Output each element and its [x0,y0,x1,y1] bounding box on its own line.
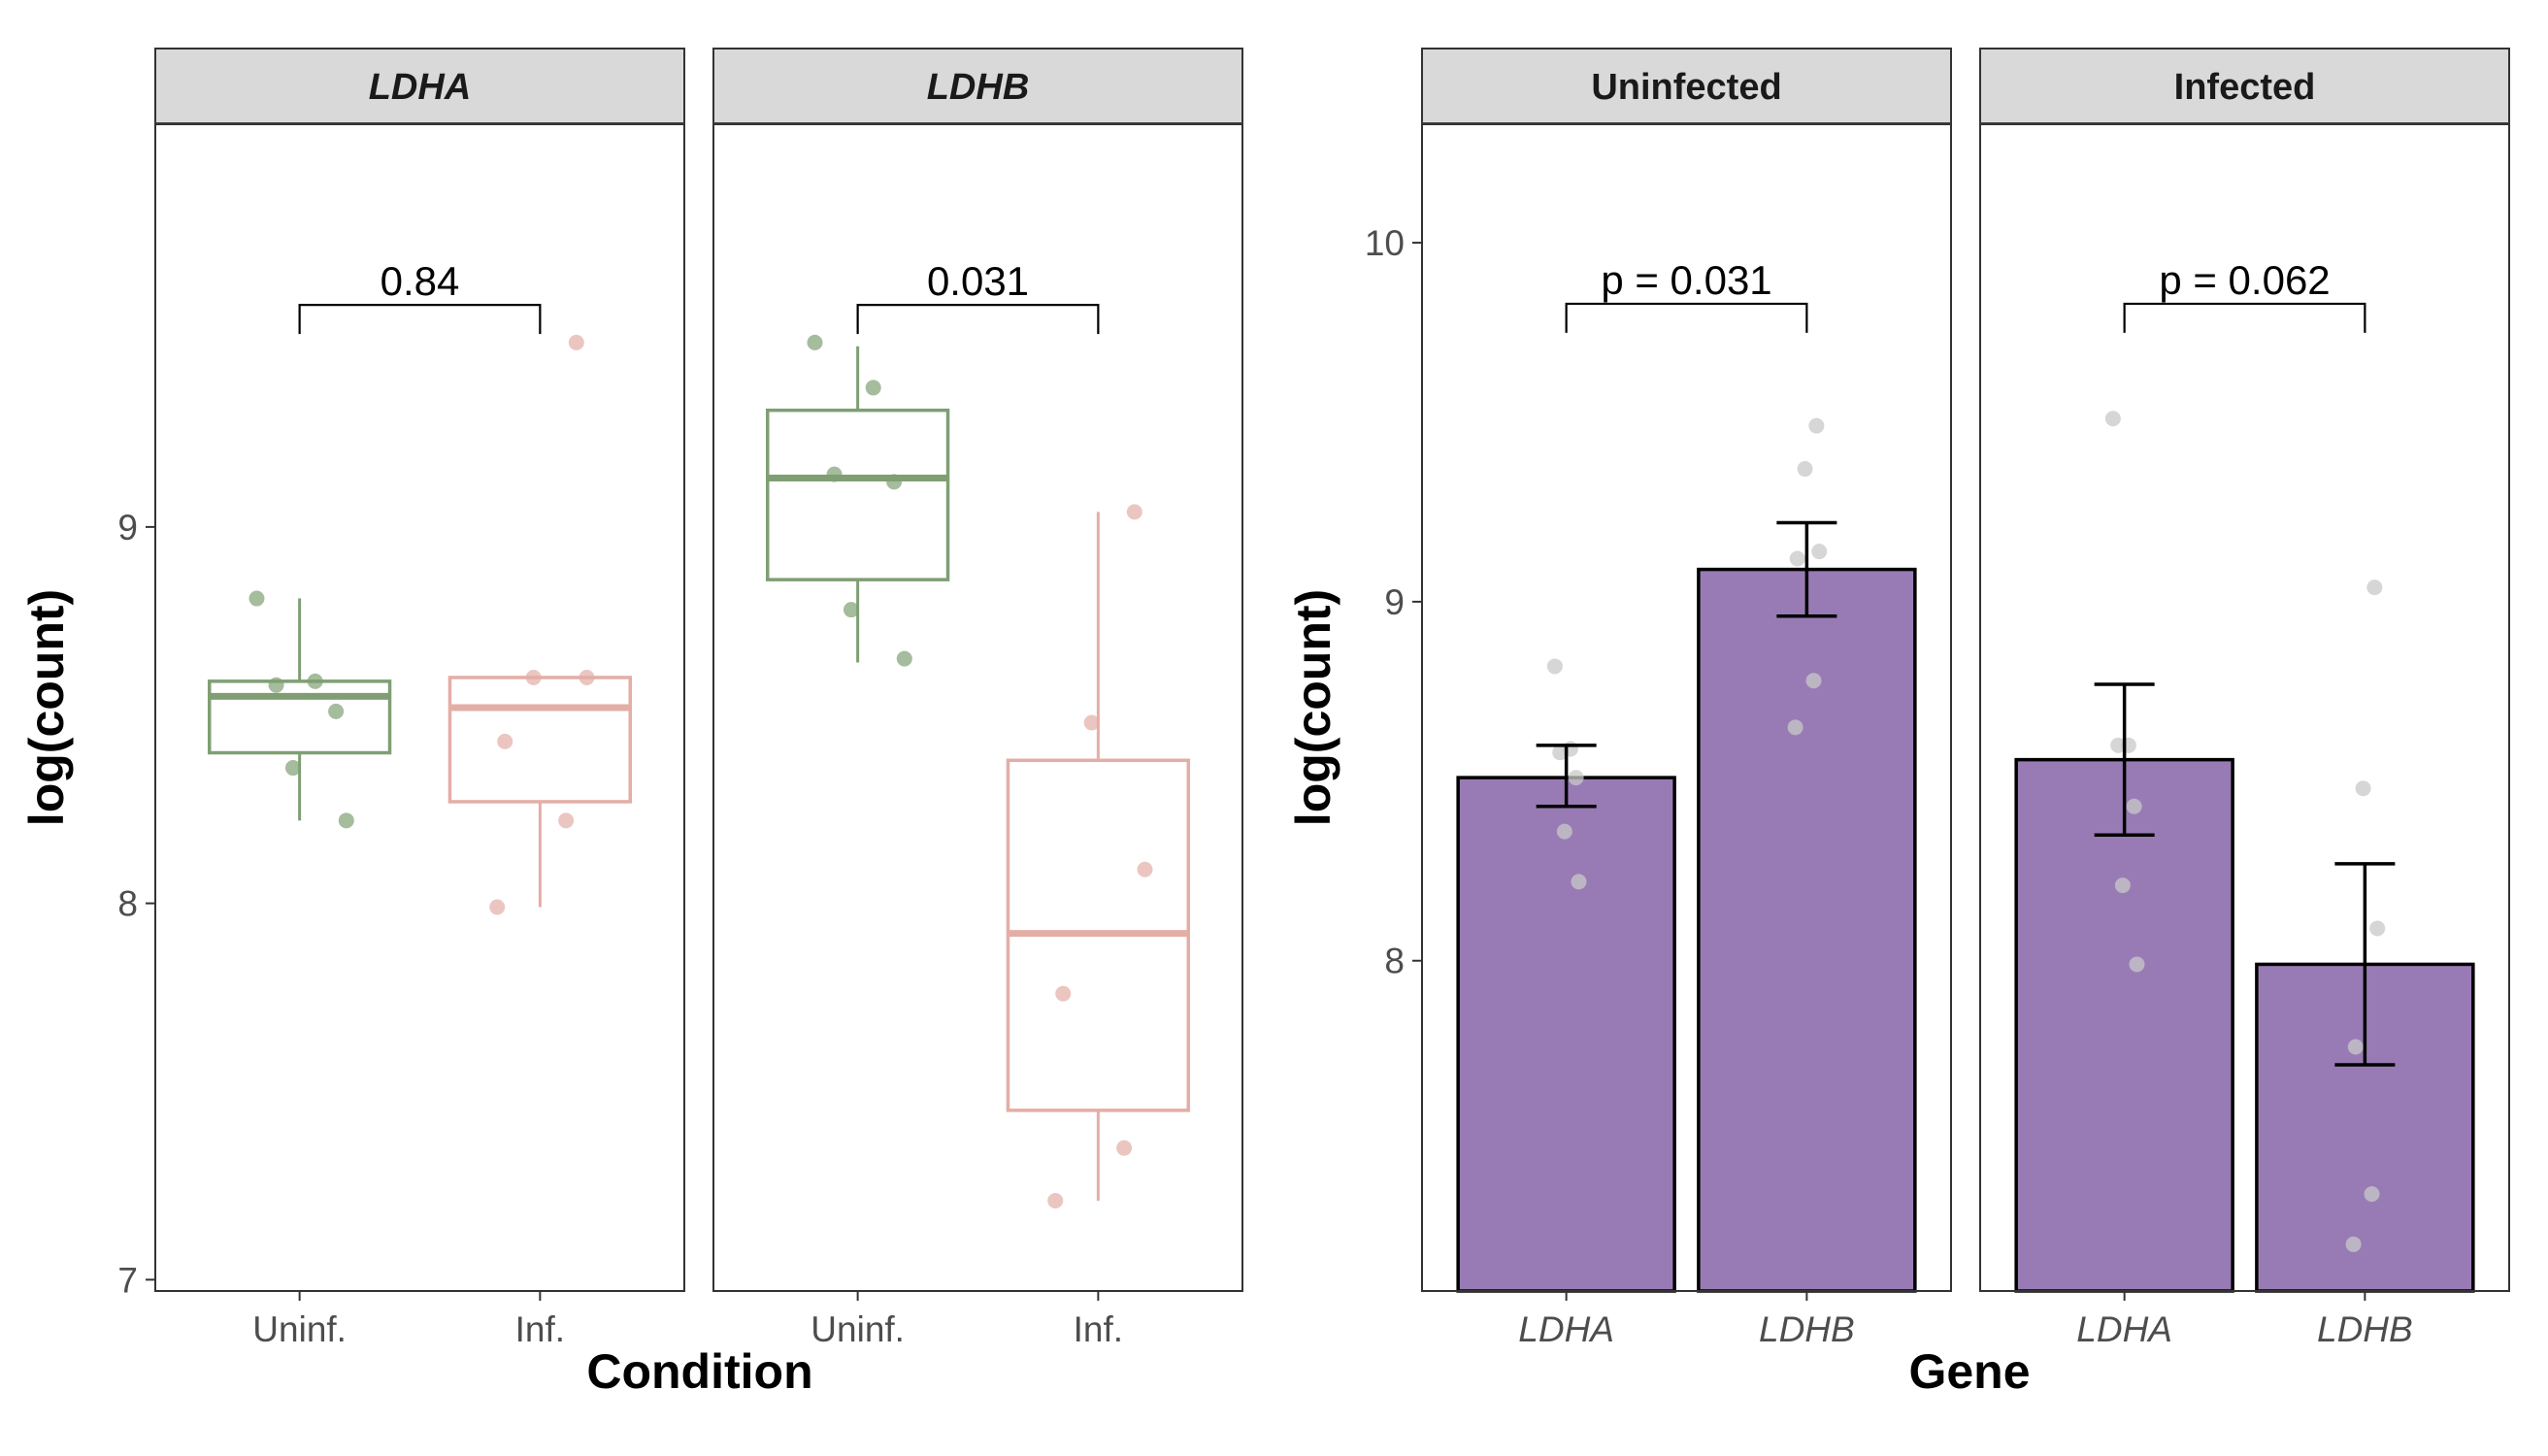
panel-1: Uninfected p = 0.031 LDHA LDHB [1421,48,1952,1349]
data-point [1797,461,1813,478]
data-point [2114,877,2131,894]
data-point [2129,956,2145,973]
chart-1: 7 8 9 log(count) Condition LDHA 0.84 Uninf. Inf.… [19,48,1243,1399]
strip-background [712,48,1243,125]
data-point [2369,920,2386,937]
data-point [2126,798,2142,814]
data-point [807,334,823,350]
panel-2: LDHB 0.031 Uninf. Inf. [712,48,1243,1349]
data-point [579,669,595,685]
y-axis-title: log(count) [1286,589,1340,826]
chart-2: 8 9 10 log(count) Gene Uninfected p = 0.031 LDH… [1286,48,2510,1399]
data-point [2355,780,2371,797]
data-point [1571,874,1587,890]
data-point [865,380,881,396]
data-point [1546,658,1563,675]
panel-border [1421,123,1952,1292]
bar [2014,757,2234,1293]
y-tick-label: 7 [117,1260,138,1300]
significance-label: p = 0.062 [2159,257,2330,303]
data-point [497,733,513,749]
data-point [2345,1236,2362,1252]
strip-label: LDHB [927,67,1030,108]
panel-border [154,123,685,1292]
data-point [1811,544,1828,560]
significance-bracket [1565,302,1808,333]
data-point [2347,1039,2364,1055]
strip-label: LDHA [369,67,472,108]
strip-background [154,48,685,125]
data-point [307,673,323,689]
data-point [1808,417,1825,434]
bar [1697,567,1917,1293]
data-point [886,474,903,490]
data-point [489,899,506,915]
data-point [284,760,301,777]
x-tick-label: LDHA [2076,1309,2172,1349]
y-axis-title: log(count) [19,589,74,826]
data-point [1552,745,1569,761]
data-point [1137,861,1153,877]
significance-label: p = 0.031 [1601,257,1771,303]
box-iqr [447,676,633,804]
data-point [2364,1186,2380,1203]
significance-bracket [298,304,542,335]
data-point [1083,714,1100,731]
data-point [338,812,354,829]
x-tick-label: Uninf. [252,1309,347,1349]
data-point [826,466,843,482]
box-iqr [765,408,950,581]
x-tick-label: Inf. [515,1309,565,1349]
data-point [1126,504,1142,520]
y-tick-label: 8 [1384,942,1405,981]
data-point [2110,737,2127,753]
x-tick-label: LDHA [1518,1309,1614,1349]
panel-1: LDHA 0.84 Uninf. Inf. [154,48,685,1349]
x-tick-label: Inf. [1074,1309,1123,1349]
y-tick-label: 10 [1365,223,1405,263]
data-point [896,650,912,667]
bar [1456,776,1676,1293]
panel-border [712,123,1243,1292]
y-tick-label: 9 [117,508,138,547]
panel-2: Infected p = 0.062 LDHA LDHB [1979,48,2510,1349]
data-point [843,602,859,618]
data-point [1787,719,1803,736]
strip-background [1421,48,1952,125]
x-tick-label: LDHB [2317,1309,2413,1349]
x-tick-label: Uninf. [811,1309,905,1349]
charts-root: 7 8 9 log(count) Condition LDHA 0.84 Uninf. Inf.… [19,48,2510,1399]
significance-bracket [856,304,1100,335]
y-tick-label: 8 [117,884,138,924]
y-tick-label: 9 [1384,582,1405,622]
significance-label: 0.84 [381,258,460,304]
panel-border [1979,123,2510,1292]
data-point [328,703,345,719]
data-point [268,677,284,693]
data-point [558,812,575,829]
data-point [568,334,584,350]
data-point [2104,411,2121,427]
data-point [2366,579,2383,596]
data-point [1789,550,1805,567]
data-point [1805,673,1822,689]
data-point [1055,985,1072,1002]
x-axis-title: Gene [1908,1344,2030,1399]
box-iqr [207,679,392,755]
significance-bracket [2123,302,2366,333]
strip-label: Uninfected [1591,67,1781,108]
data-point [1047,1192,1064,1208]
data-point [1116,1140,1133,1156]
significance-label: 0.031 [927,258,1029,304]
data-point [248,590,265,607]
data-point [525,669,542,685]
x-axis-title: Condition [586,1344,812,1399]
x-tick-label: LDHB [1759,1309,1855,1349]
data-point [1556,823,1572,840]
data-point [1568,770,1584,786]
strip-label: Infected [2174,67,2316,108]
